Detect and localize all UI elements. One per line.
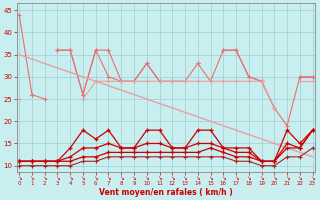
X-axis label: Vent moyen/en rafales ( km/h ): Vent moyen/en rafales ( km/h ): [99, 188, 233, 197]
